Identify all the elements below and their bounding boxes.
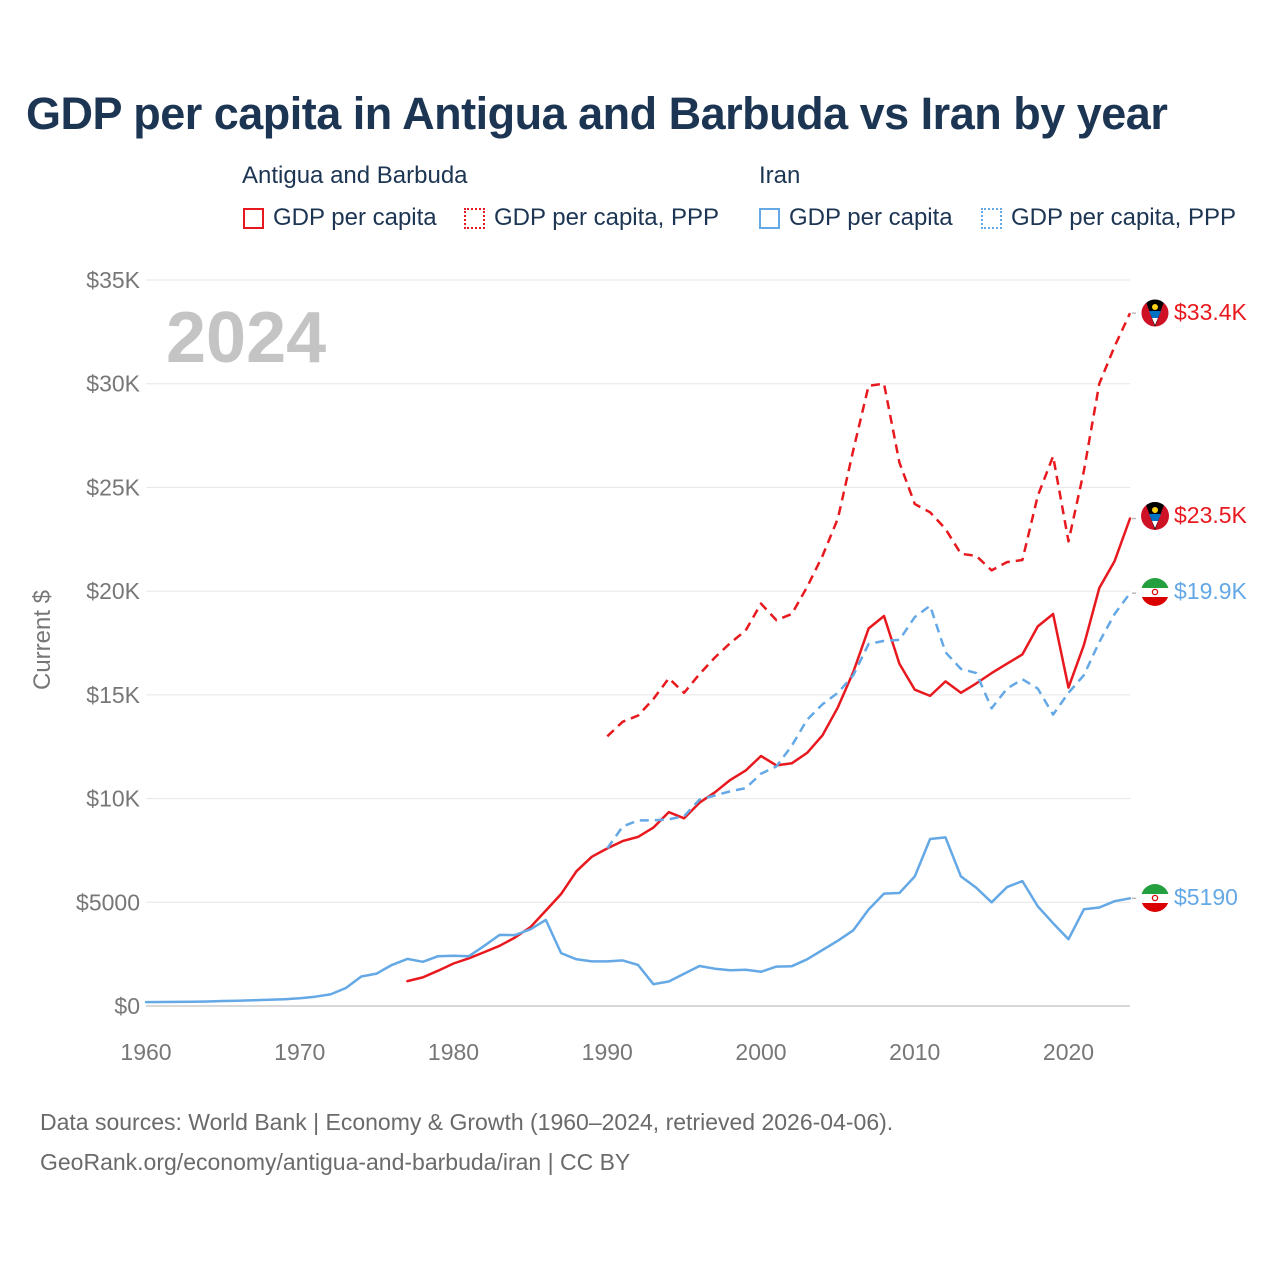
end-label-antigua-ppp: $33.4K — [1174, 299, 1248, 325]
iran-flag-icon — [1141, 578, 1169, 606]
source-note: Data sources: World Bank | Economy & Gro… — [40, 1109, 894, 1135]
x-tick-label: 1970 — [274, 1039, 325, 1065]
legend-swatch-solid-icon — [243, 207, 264, 229]
legend-group-antigua: Antigua and Barbuda — [242, 162, 468, 189]
series-line-antigua-and-barbuda-gdp-per-capita[interactable] — [406, 517, 1132, 983]
x-tick-label: 2010 — [889, 1039, 940, 1065]
iran-flag-icon — [1141, 884, 1169, 912]
y-tick-label: $25K — [86, 474, 140, 500]
series-line-antigua-and-barbuda-gdp-per-capita-ppp[interactable] — [606, 312, 1132, 738]
legend-swatch-dotted-icon — [981, 207, 1002, 229]
legend-item-antigua-ppp[interactable]: GDP per capita, PPP — [464, 204, 719, 232]
legend-label: GDP per capita, PPP — [494, 204, 719, 231]
legend-item-iran-gdp[interactable]: GDP per capita — [759, 204, 953, 232]
legend-label: GDP per capita — [789, 204, 953, 231]
y-tick-label: $0 — [114, 993, 140, 1019]
end-label-antigua-gdp: $23.5K — [1174, 502, 1248, 528]
y-tick-label: $30K — [86, 371, 140, 397]
legend-label: GDP per capita — [273, 204, 437, 231]
source-url[interactable]: GeoRank.org/economy/antigua-and-barbuda/… — [40, 1149, 631, 1175]
x-tick-label: 2020 — [1043, 1039, 1094, 1065]
series-line-iran-gdp-per-capita[interactable] — [144, 836, 1132, 1004]
legend-group-iran: Iran — [759, 162, 801, 189]
antigua-flag-icon — [1141, 502, 1169, 530]
legend-swatch-dotted-icon — [464, 207, 485, 229]
y-tick-label: $15K — [86, 682, 140, 708]
y-tick-label: $35K — [86, 267, 140, 293]
year-watermark: 2024 — [166, 298, 326, 378]
legend-item-antigua-gdp[interactable]: GDP per capita — [243, 204, 437, 232]
x-tick-label: 1980 — [428, 1039, 479, 1065]
end-label-iran-ppp: $19.9K — [1174, 578, 1248, 604]
x-tick-label: 2000 — [735, 1039, 786, 1065]
legend-label: GDP per capita, PPP — [1011, 204, 1236, 231]
y-tick-label: $5000 — [76, 889, 140, 915]
x-tick-label: 1990 — [582, 1039, 633, 1065]
x-tick-label: 1960 — [120, 1039, 171, 1065]
legend-swatch-solid-icon — [759, 207, 780, 229]
chart-title: GDP per capita in Antigua and Barbuda vs… — [26, 88, 1168, 139]
antigua-flag-icon — [1141, 299, 1169, 327]
end-label-iran-gdp: $5190 — [1174, 884, 1238, 910]
y-axis-label: Current $ — [29, 590, 56, 690]
y-tick-label: $10K — [86, 786, 140, 812]
legend-item-iran-ppp[interactable]: GDP per capita, PPP — [981, 204, 1236, 232]
y-tick-label: $20K — [86, 578, 140, 604]
series-line-iran-gdp-per-capita-ppp[interactable] — [606, 592, 1132, 850]
